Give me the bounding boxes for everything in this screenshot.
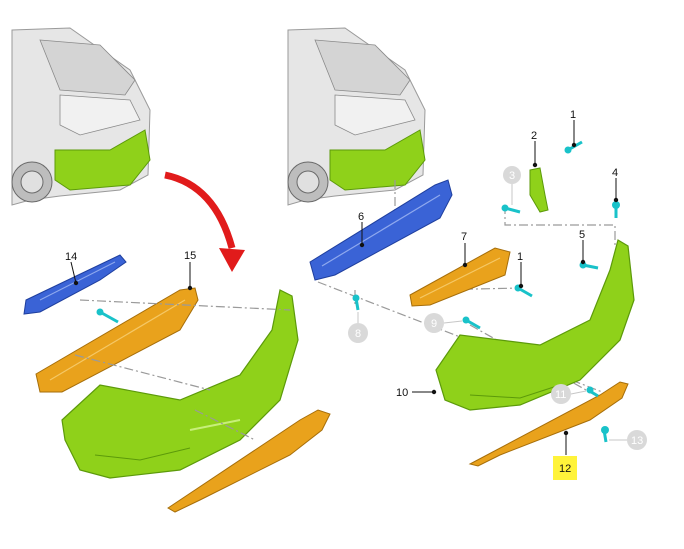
- clip-8: [352, 294, 360, 311]
- svg-text:4: 4: [612, 167, 618, 179]
- clip-1-lower: [514, 284, 533, 298]
- lower-trim-left: [167, 409, 331, 513]
- callout-14: 14: [65, 251, 79, 286]
- assembly-line: [74, 354, 211, 391]
- clip-3: [501, 204, 521, 214]
- bumper-cover-left: [61, 289, 299, 479]
- svg-text:14: 14: [65, 251, 77, 263]
- callout-6: 6: [358, 211, 365, 248]
- part-2-bracket: [529, 167, 549, 213]
- callout-8: 8: [348, 312, 368, 343]
- part-12-lower-trim: [468, 381, 629, 467]
- svg-text:10: 10: [396, 387, 408, 399]
- part-15-absorber: [35, 287, 199, 393]
- callout-7: 7: [461, 231, 468, 268]
- svg-text:2: 2: [531, 130, 537, 142]
- svg-text:9: 9: [431, 318, 437, 330]
- svg-text:11: 11: [555, 389, 566, 401]
- svg-text:1: 1: [570, 109, 576, 121]
- clip-11: [586, 386, 599, 398]
- callout-13: 13: [609, 430, 647, 450]
- part-7-absorber: [409, 247, 511, 307]
- svg-text:1: 1: [517, 251, 523, 263]
- svg-text:6: 6: [358, 211, 364, 223]
- svg-text:15: 15: [184, 250, 196, 262]
- svg-text:5: 5: [579, 229, 585, 241]
- callout-5: 5: [579, 229, 586, 265]
- callout-11: 11: [551, 384, 587, 404]
- callout-1-lower: 1: [517, 251, 524, 289]
- callout-2: 2: [531, 130, 538, 168]
- callout-3: 3: [503, 166, 521, 205]
- svg-text:12: 12: [559, 463, 571, 475]
- callout-4: 4: [612, 167, 619, 203]
- car-rear-left: [11, 27, 151, 206]
- assembly-line: [194, 409, 256, 441]
- clip-left: [96, 308, 119, 324]
- assembly-line: [79, 299, 291, 311]
- clip-4: [612, 201, 620, 218]
- svg-text:3: 3: [509, 170, 515, 182]
- callout-12-highlighted: 12: [553, 430, 577, 480]
- assembly-line: [429, 287, 521, 291]
- callout-15: 15: [184, 250, 196, 291]
- assembly-line: [504, 205, 616, 245]
- svg-text:7: 7: [461, 231, 467, 243]
- bumper-cover-right: [435, 239, 635, 411]
- clip-13: [601, 426, 609, 443]
- svg-text:13: 13: [631, 435, 643, 447]
- car-rear-right: [287, 27, 426, 206]
- callout-1-upper: 1: [570, 109, 577, 148]
- red-direction-arrow: [164, 171, 245, 272]
- clip-9: [462, 316, 481, 330]
- part-6-reinforcement: [309, 179, 453, 281]
- callout-10: 10: [396, 387, 437, 399]
- svg-text:8: 8: [355, 328, 361, 340]
- callout-9: 9: [424, 313, 463, 333]
